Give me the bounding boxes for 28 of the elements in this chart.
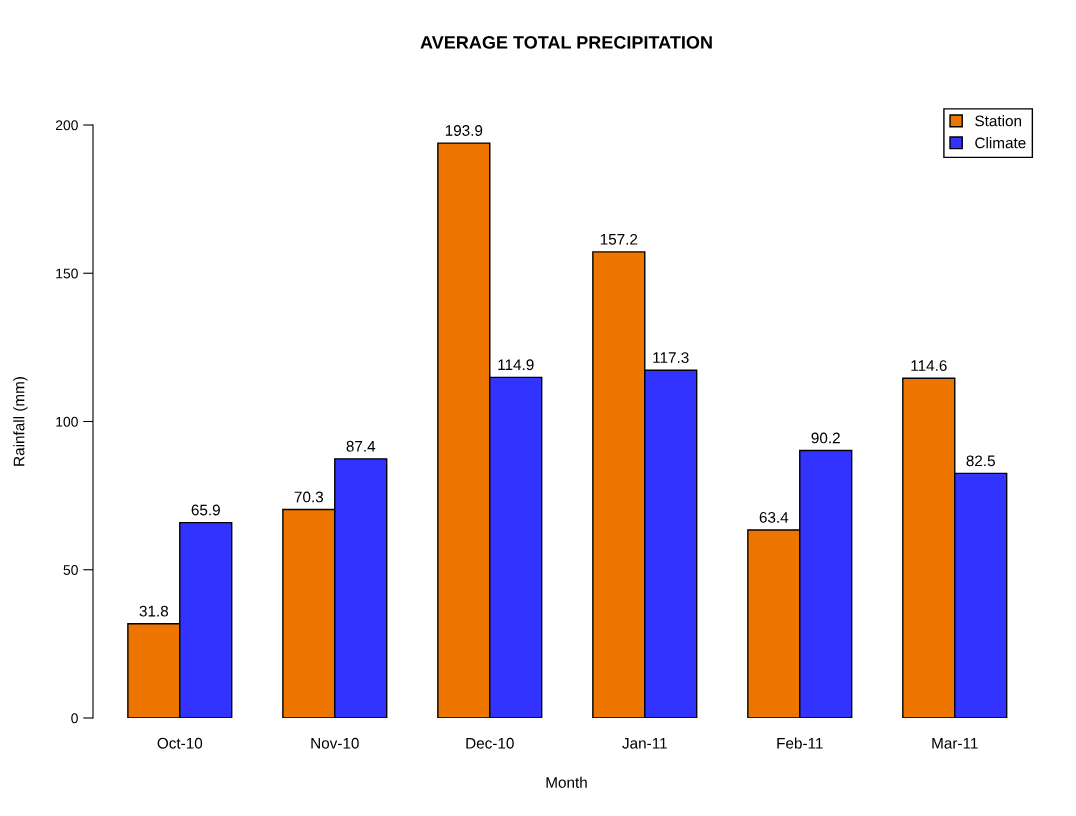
x-axis-title: Month [546,776,587,788]
y-axis-title: Rainfall (mm) [13,377,28,466]
x-tick-label: Feb-11 [777,737,823,749]
x-tick-label: Oct-10 [157,737,203,749]
y-tick-label: 0 [71,713,78,724]
data-label: 31.8 [139,605,169,617]
y-tick-label: 200 [55,120,78,131]
x-tick-label: Mar-11 [932,738,978,749]
legend-label: Station [975,115,1022,127]
data-label: 87.4 [346,440,376,452]
data-label: 90.2 [811,432,840,444]
x-tick-label: Nov-10 [311,737,359,749]
data-label: 65.9 [191,504,220,516]
data-label: 82.5 [966,455,995,467]
x-tick-label: Jan-11 [622,738,667,749]
data-label: 193.9 [445,125,483,136]
legend-label: Climate [975,137,1026,149]
data-label: 70.3 [294,491,324,503]
data-label: 114.9 [498,359,534,371]
data-label: 117.3 [653,352,689,364]
data-label: 157.2 [600,233,638,245]
y-tick-label: 150 [56,268,78,279]
y-tick-label: 100 [56,416,78,427]
y-tick-label: 50 [63,565,78,575]
data-label: 63.4 [759,512,789,523]
chart-title: AVERAGE TOTAL PRECIPITATION [420,36,712,49]
data-label: 114.6 [911,360,947,372]
x-tick-label: Dec-10 [466,737,514,749]
